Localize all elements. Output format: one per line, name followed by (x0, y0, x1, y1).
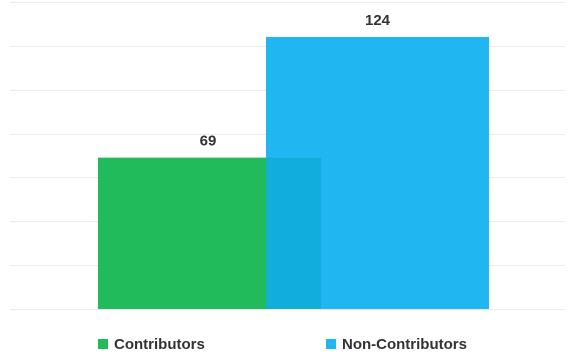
data-label-non-contributors: 124 (365, 12, 391, 29)
legend: Contributors Non-Contributors (0, 333, 575, 355)
data-label-contributors: 69 (200, 133, 217, 150)
legend-item-contributors: Contributors (98, 333, 205, 355)
legend-label-contributors: Contributors (114, 335, 205, 353)
legend-item-non-contributors: Non-Contributors (326, 333, 467, 355)
bar-overlap (266, 157, 321, 309)
bar-chart: 69 124 (10, 2, 565, 310)
bars (98, 37, 489, 309)
legend-label-non-contributors: Non-Contributors (342, 335, 467, 353)
data-labels: 69 124 (200, 12, 391, 150)
legend-swatch-non-contributors (326, 339, 336, 349)
legend-swatch-contributors (98, 339, 108, 349)
